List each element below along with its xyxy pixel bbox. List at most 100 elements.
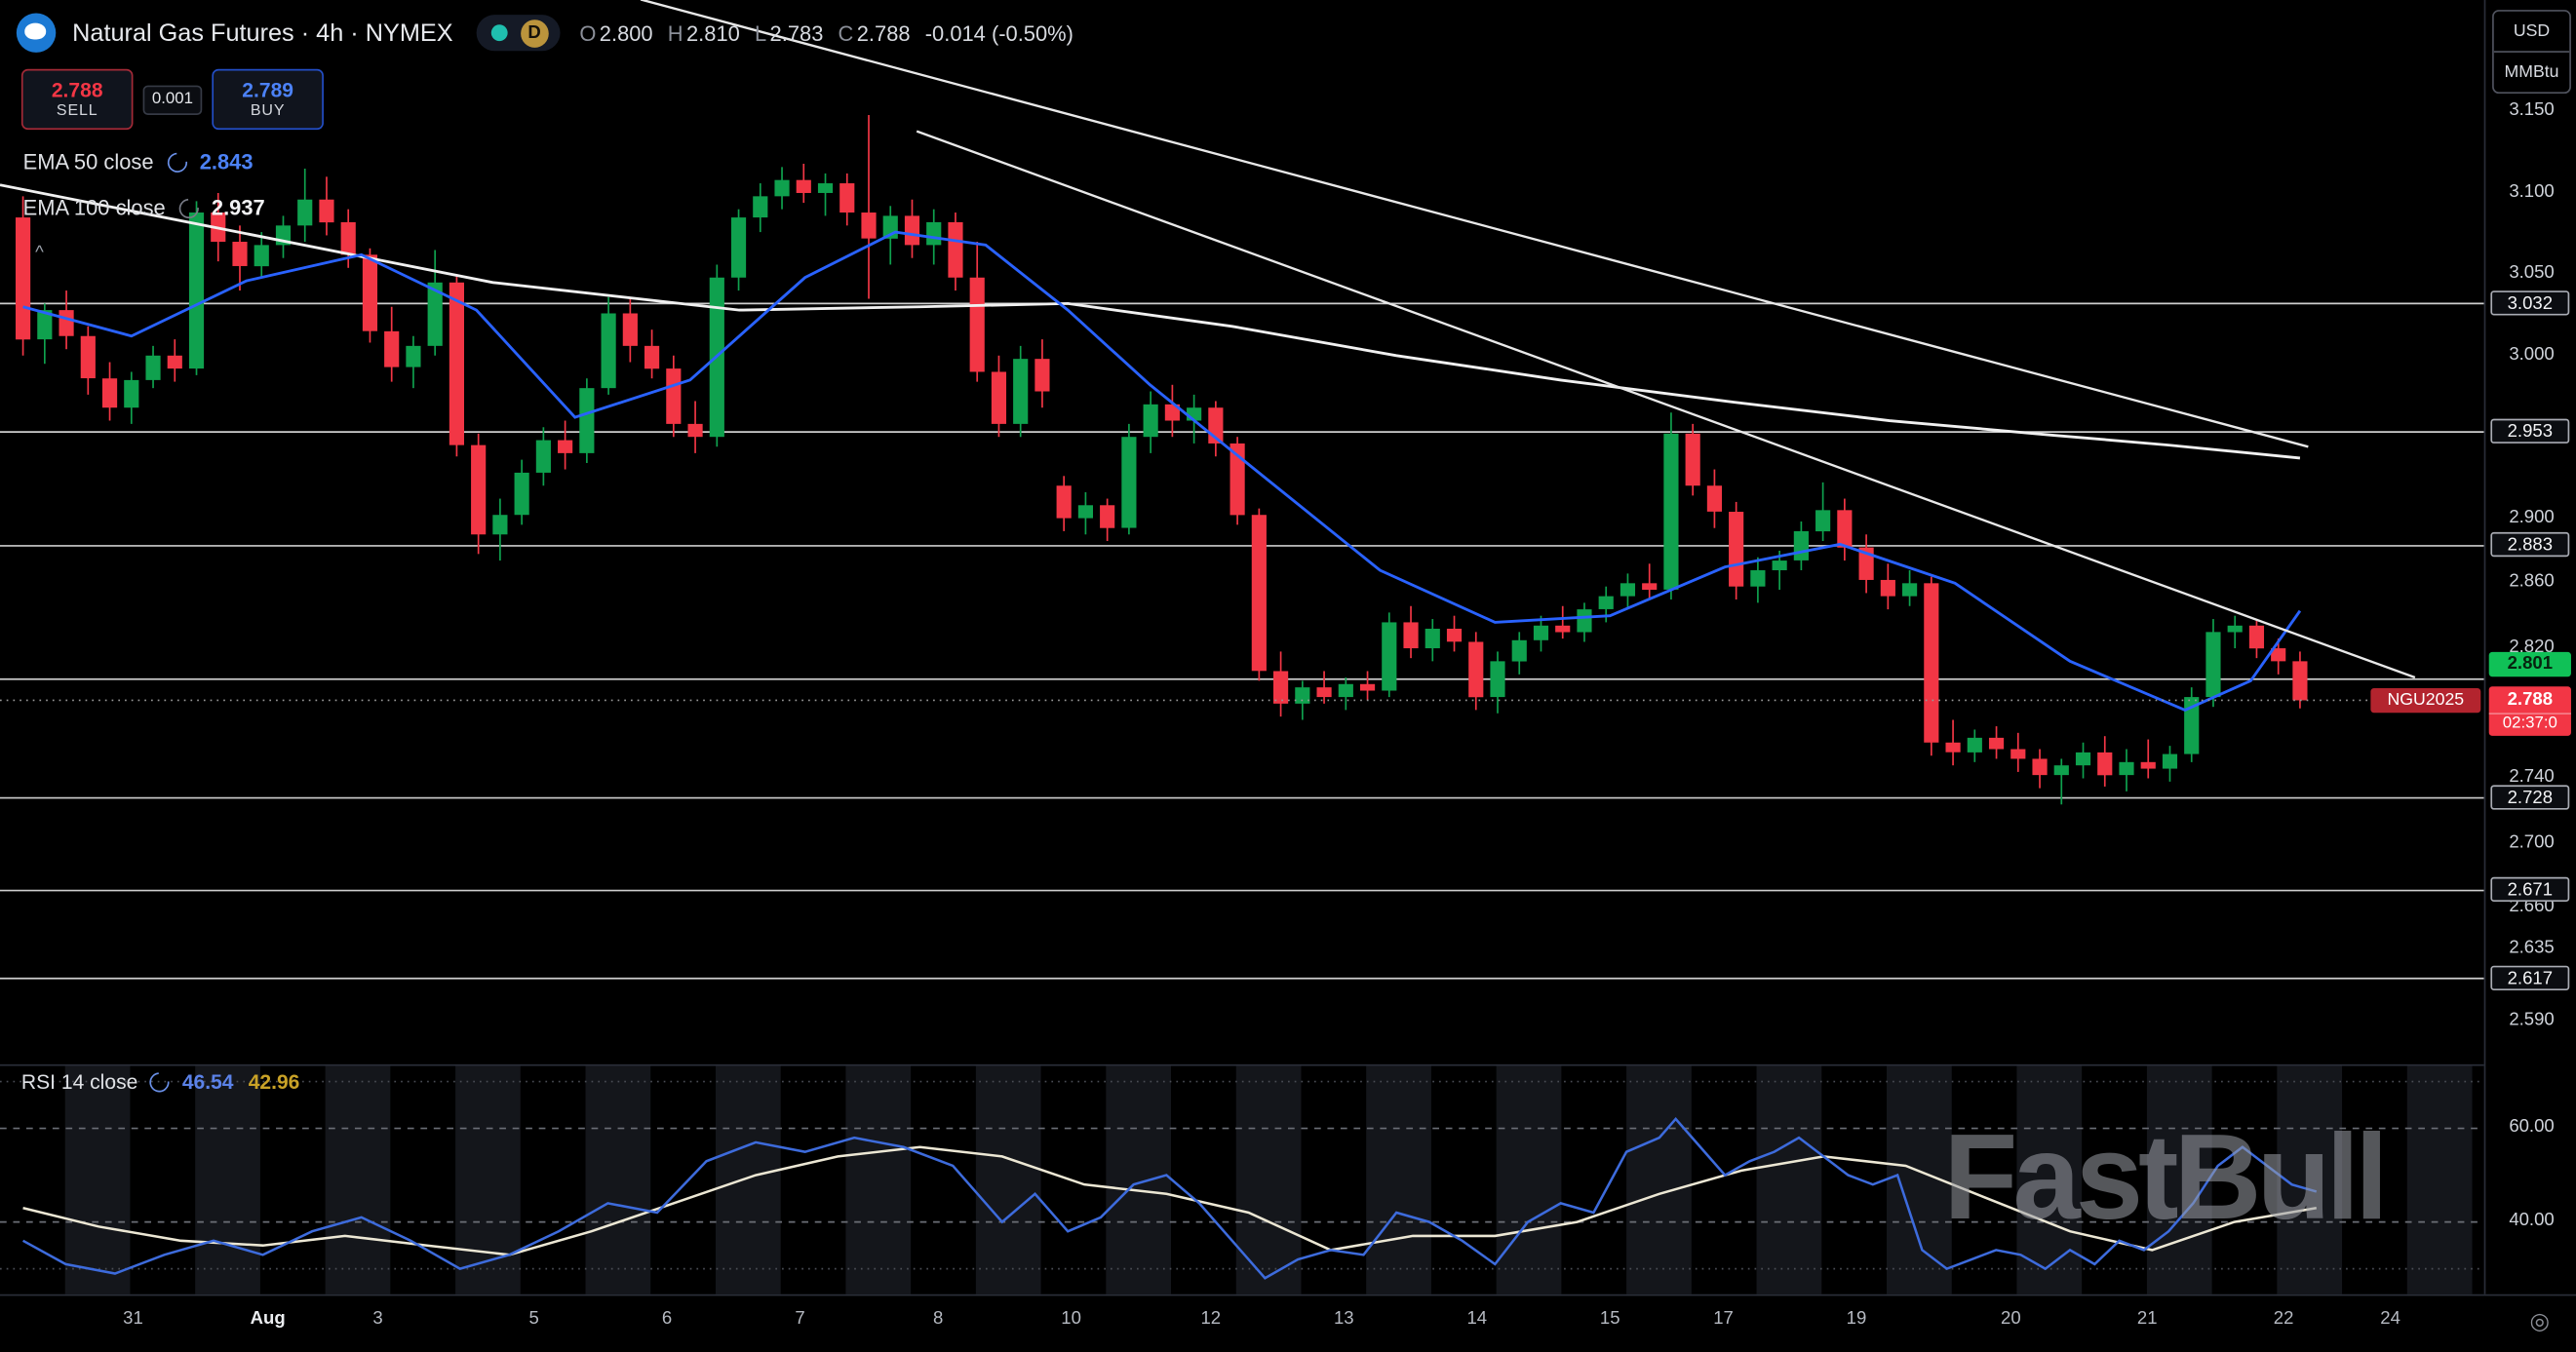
rsi-ma-value: 42.96 [248, 1070, 300, 1095]
buy-price: 2.789 [242, 78, 294, 102]
close-label: C [838, 20, 854, 46]
app-logo-icon [16, 13, 57, 53]
candle [839, 173, 855, 226]
session-band [715, 1065, 781, 1294]
buy-button[interactable]: 2.789 BUY [212, 68, 324, 131]
candle [817, 173, 834, 216]
low-value: 2.783 [769, 20, 824, 46]
close-value: 2.788 [856, 20, 911, 46]
candle [449, 274, 464, 457]
candle [124, 371, 139, 424]
chart-title: Natural Gas Futures · 4h · NYMEX [72, 19, 453, 48]
candle [730, 209, 747, 291]
candle [1533, 615, 1549, 652]
price-axis-label: 2.900 [2509, 506, 2555, 527]
price-level-badge: 2.953 [2490, 418, 2570, 444]
time-axis-label: 31 [123, 1308, 143, 1330]
session-band [2016, 1065, 2083, 1294]
candle [1077, 491, 1093, 535]
candle [254, 232, 269, 278]
price-level-badge: 2.671 [2490, 877, 2570, 903]
trade-buttons: 2.788 SELL 0.001 2.789 BUY [20, 68, 324, 131]
time-axis-label: 24 [2380, 1308, 2400, 1330]
rsi-legend-row[interactable]: RSI 14 close 46.54 42.96 [21, 1068, 300, 1097]
candle [145, 345, 161, 389]
indicator-loading-icon [162, 147, 191, 176]
trendline[interactable] [916, 130, 2416, 679]
price-axis-label: 3.000 [2509, 343, 2555, 365]
sell-label: SELL [56, 101, 98, 121]
candle [1793, 521, 1809, 571]
current-price-value: 2.788 [2507, 690, 2554, 711]
candle [2119, 749, 2134, 792]
candle [1555, 605, 1571, 639]
candle [1468, 632, 1484, 711]
candle [2227, 615, 2243, 649]
candle [535, 427, 551, 486]
candle [1100, 498, 1115, 542]
ema50-legend-row[interactable]: EMA 50 close 2.843 [23, 147, 254, 176]
candle [1403, 605, 1419, 659]
session-band [1496, 1065, 1562, 1294]
time-axis-label: 17 [1713, 1308, 1734, 1330]
price-chart[interactable] [0, 0, 2484, 1066]
candle [1858, 534, 1874, 594]
time-axis-label: 12 [1200, 1308, 1222, 1330]
scroll-to-realtime-icon[interactable]: ◎ [2529, 1307, 2551, 1334]
candle [1729, 501, 1744, 600]
session-band [2406, 1065, 2473, 1294]
price-axis[interactable]: USD MMBtu 3.150 3.100 3.050 3.000 2.900 2.860… [2483, 0, 2576, 1294]
price-axis-label: 2.820 [2509, 637, 2555, 657]
session-band [2146, 1065, 2212, 1294]
title-row: Natural Gas Futures · 4h · NYMEX D O 2.8… [16, 13, 1073, 53]
candle [1620, 573, 1636, 610]
rsi-axis-label: 40.00 [2509, 1210, 2555, 1231]
panel-divider[interactable] [0, 1063, 2576, 1066]
candle [1945, 719, 1961, 766]
daily-timeframe-button[interactable]: D [520, 19, 549, 48]
price-axis-label: 2.700 [2509, 831, 2555, 852]
candle [275, 215, 292, 258]
price-axis-label: 2.635 [2509, 937, 2555, 958]
candle [167, 339, 182, 382]
candle [2097, 736, 2113, 787]
timeframe-pill[interactable]: D [476, 15, 561, 52]
rsi-panel-chart[interactable] [0, 1065, 2484, 1294]
price-axis-label: 2.590 [2509, 1010, 2555, 1031]
candle [1924, 576, 1939, 756]
price-axis-label: 3.150 [2509, 99, 2555, 121]
change-value: -0.014 (-0.50%) [924, 20, 1073, 46]
time-axis-label: 19 [1846, 1308, 1867, 1330]
unit-label: MMBtu [2504, 62, 2559, 83]
candle [579, 378, 595, 463]
time-axis-label: 5 [528, 1308, 539, 1330]
candle [319, 176, 334, 236]
session-band [1366, 1065, 1431, 1294]
candle [427, 250, 443, 356]
time-axis-label: 20 [2001, 1308, 2021, 1330]
price-level-badge: 3.032 [2490, 290, 2570, 316]
time-axis[interactable]: 31 Aug 3 5 6 7 8 10 12 13 14 15 17 19 20 21 22 24 ◎ [0, 1294, 2576, 1352]
spread-value: 0.001 [142, 84, 203, 115]
candle [1815, 482, 1831, 542]
price-axis-label: 2.860 [2509, 571, 2555, 592]
candle [1273, 651, 1289, 717]
price-level-badge: 2.728 [2490, 785, 2570, 810]
rsi-line [21, 1117, 2318, 1280]
time-axis-label: 7 [795, 1308, 805, 1330]
candle [1685, 423, 1700, 496]
ema50-line [22, 230, 2302, 712]
candle [1511, 632, 1527, 675]
contract-badge: NGU2025 [2370, 687, 2481, 714]
ema100-legend-row[interactable]: EMA 100 close 2.937 [23, 193, 265, 222]
legend-collapse-icon[interactable]: ^ [35, 243, 44, 263]
candle [774, 167, 790, 210]
trendline[interactable] [640, 0, 2309, 448]
sell-button[interactable]: 2.788 SELL [20, 68, 134, 131]
candle [188, 201, 205, 375]
candle [558, 420, 573, 470]
candle [601, 296, 616, 395]
candle [1837, 498, 1853, 561]
watermark: FastBull [1943, 1108, 2388, 1246]
